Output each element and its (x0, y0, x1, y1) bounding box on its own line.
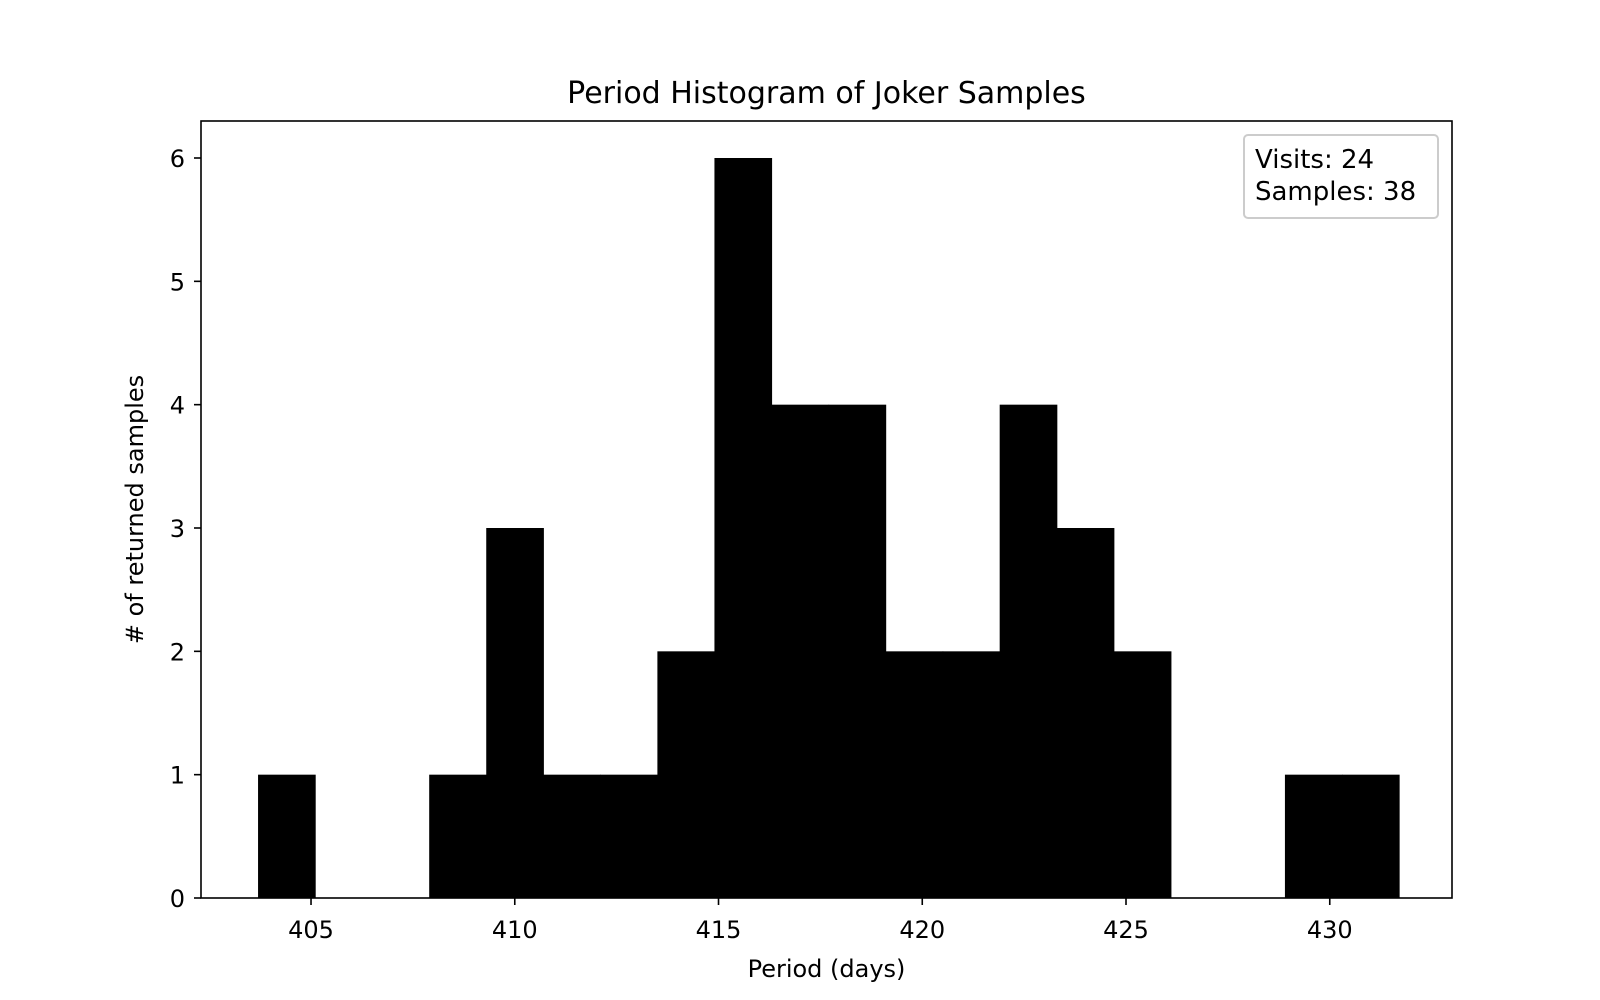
y-tick-label: 4 (170, 392, 185, 420)
x-tick-label: 415 (696, 916, 742, 944)
chart-title: Period Histogram of Joker Samples (567, 76, 1086, 111)
plot-frame (200, 120, 1453, 899)
legend-visits-text: Visits: 24 (1255, 145, 1374, 175)
histogram-bar (486, 528, 544, 898)
histogram-bar (1284, 774, 1343, 898)
histogram-bar (771, 404, 830, 898)
histogram-bar (999, 404, 1058, 898)
x-axis-label: Period (days) (748, 955, 906, 983)
histogram-bar (429, 774, 487, 898)
histogram-bar (1056, 528, 1115, 898)
x-tick-label: 420 (899, 916, 945, 944)
histogram-bar (1113, 651, 1172, 898)
histogram-bar (885, 651, 944, 898)
histogram-bar (942, 651, 1001, 898)
x-tick-label: 430 (1307, 916, 1353, 944)
legend-box: Visits: 24 Samples: 38 (1243, 134, 1439, 219)
x-tick-label: 405 (288, 916, 334, 944)
legend-samples-text: Samples: 38 (1255, 177, 1416, 207)
y-axis-label: # of returned samples (121, 375, 149, 644)
y-axis-ticks: 0 1 2 3 4 5 6 (170, 145, 201, 913)
histogram-bar (714, 158, 773, 898)
histogram-bar (543, 774, 601, 898)
x-tick-label: 410 (492, 916, 538, 944)
histogram-bars (258, 158, 1400, 898)
y-tick-label: 2 (170, 638, 185, 666)
histogram-bar (828, 404, 887, 898)
histogram-bar (258, 774, 316, 898)
histogram-bar (1341, 774, 1400, 898)
x-axis-ticks: 405 410 415 420 425 430 (288, 898, 1353, 944)
y-tick-label: 5 (170, 268, 185, 296)
y-tick-label: 0 (170, 885, 185, 913)
legend-frame (1243, 134, 1439, 219)
y-tick-label: 6 (170, 145, 185, 173)
histogram-bar (657, 651, 716, 898)
y-tick-label: 3 (170, 515, 185, 543)
y-tick-label: 1 (170, 762, 185, 790)
x-tick-label: 425 (1103, 916, 1149, 944)
histogram-bar (600, 774, 658, 898)
